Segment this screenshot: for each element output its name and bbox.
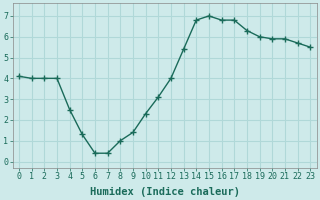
X-axis label: Humidex (Indice chaleur): Humidex (Indice chaleur) [90, 186, 240, 197]
